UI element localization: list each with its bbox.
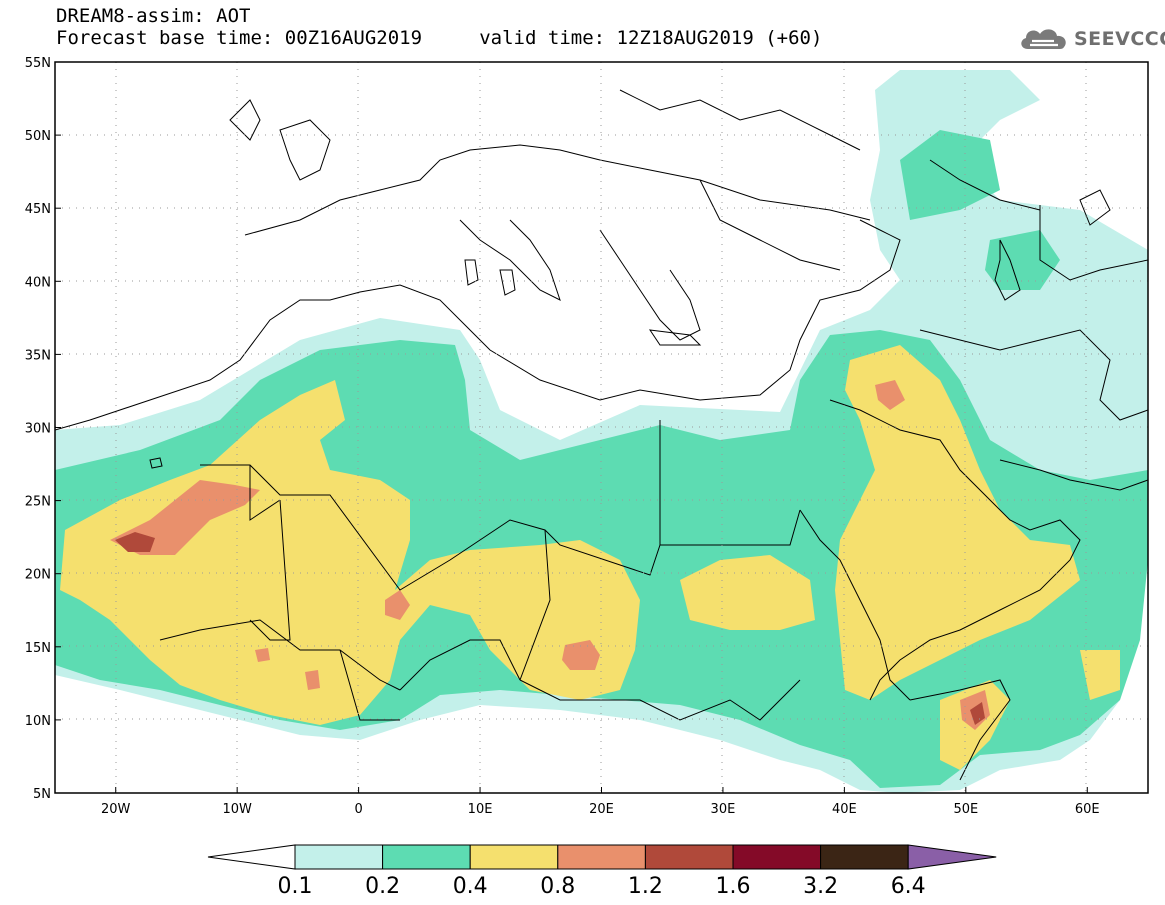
logo-text: SEEVCCC: [1074, 28, 1165, 50]
colorbar-label: 6.4: [891, 874, 926, 899]
colorbar-swatch: [732, 844, 822, 870]
lat-tick-label: 40N: [25, 275, 51, 290]
lat-tick-label: 15N: [25, 641, 51, 656]
lat-tick-label: 30N: [25, 422, 51, 437]
colorbar-over-arrow: [907, 844, 997, 870]
colorbar-label: 0.4: [453, 874, 488, 899]
lon-tick-label: 50E: [953, 802, 978, 817]
colorbar-swatch: [294, 844, 384, 870]
lat-tick-label: 5N: [33, 787, 51, 802]
colorbar-label: 0.2: [365, 874, 400, 899]
longitude-axis: 20W 10W 0 10E 20E 30E 40E 50E 60E: [101, 787, 1100, 817]
lon-tick-label: 40E: [832, 802, 857, 817]
colorbar-label: 1.2: [628, 874, 663, 899]
colorbar-label: 3.2: [803, 874, 838, 899]
seevccc-logo: SEEVCCC: [1018, 25, 1165, 53]
lat-tick-label: 50N: [25, 129, 51, 144]
colorbar-label: 1.6: [716, 874, 751, 899]
lon-tick-label: 20E: [589, 802, 614, 817]
colorbar-label: 0.1: [278, 874, 313, 899]
lat-tick-label: 20N: [25, 568, 51, 583]
lon-tick-label: 10E: [468, 802, 493, 817]
lat-tick-label: 55N: [25, 56, 51, 71]
lon-tick-label: 30E: [711, 802, 736, 817]
colorbar-under-arrow: [207, 844, 296, 870]
graticule: [55, 62, 1148, 793]
colorbar-swatch: [820, 844, 909, 870]
lat-tick-label: 25N: [25, 495, 51, 510]
aot-band-0.4: [60, 345, 1120, 770]
colorbar-label: 0.8: [540, 874, 575, 899]
lat-tick-label: 45N: [25, 202, 51, 217]
map-title: DREAM8-assim: AOT: [56, 5, 251, 27]
lon-tick-label: 10W: [222, 802, 252, 817]
colorbar-swatch: [469, 844, 559, 870]
colorbar-swatch: [382, 844, 471, 870]
forecast-time-line: Forecast base time: 00Z16AUG2019 valid t…: [56, 27, 823, 49]
country-borders: [55, 89, 1148, 781]
lat-tick-label: 10N: [25, 714, 51, 729]
lon-tick-label: 20W: [101, 802, 131, 817]
lat-tick-label: 35N: [25, 348, 51, 363]
lon-tick-label: 60E: [1075, 802, 1100, 817]
cloud-icon: [1021, 29, 1066, 49]
lon-tick-label: 0: [354, 802, 362, 817]
latitude-axis: 55N 50N 45N 40N 35N 30N 25N 20N 15N 10N 5N: [25, 56, 61, 802]
colorbar-swatch: [644, 844, 734, 870]
colorbar-swatch: [557, 844, 646, 870]
aot-contours: [55, 70, 1148, 793]
